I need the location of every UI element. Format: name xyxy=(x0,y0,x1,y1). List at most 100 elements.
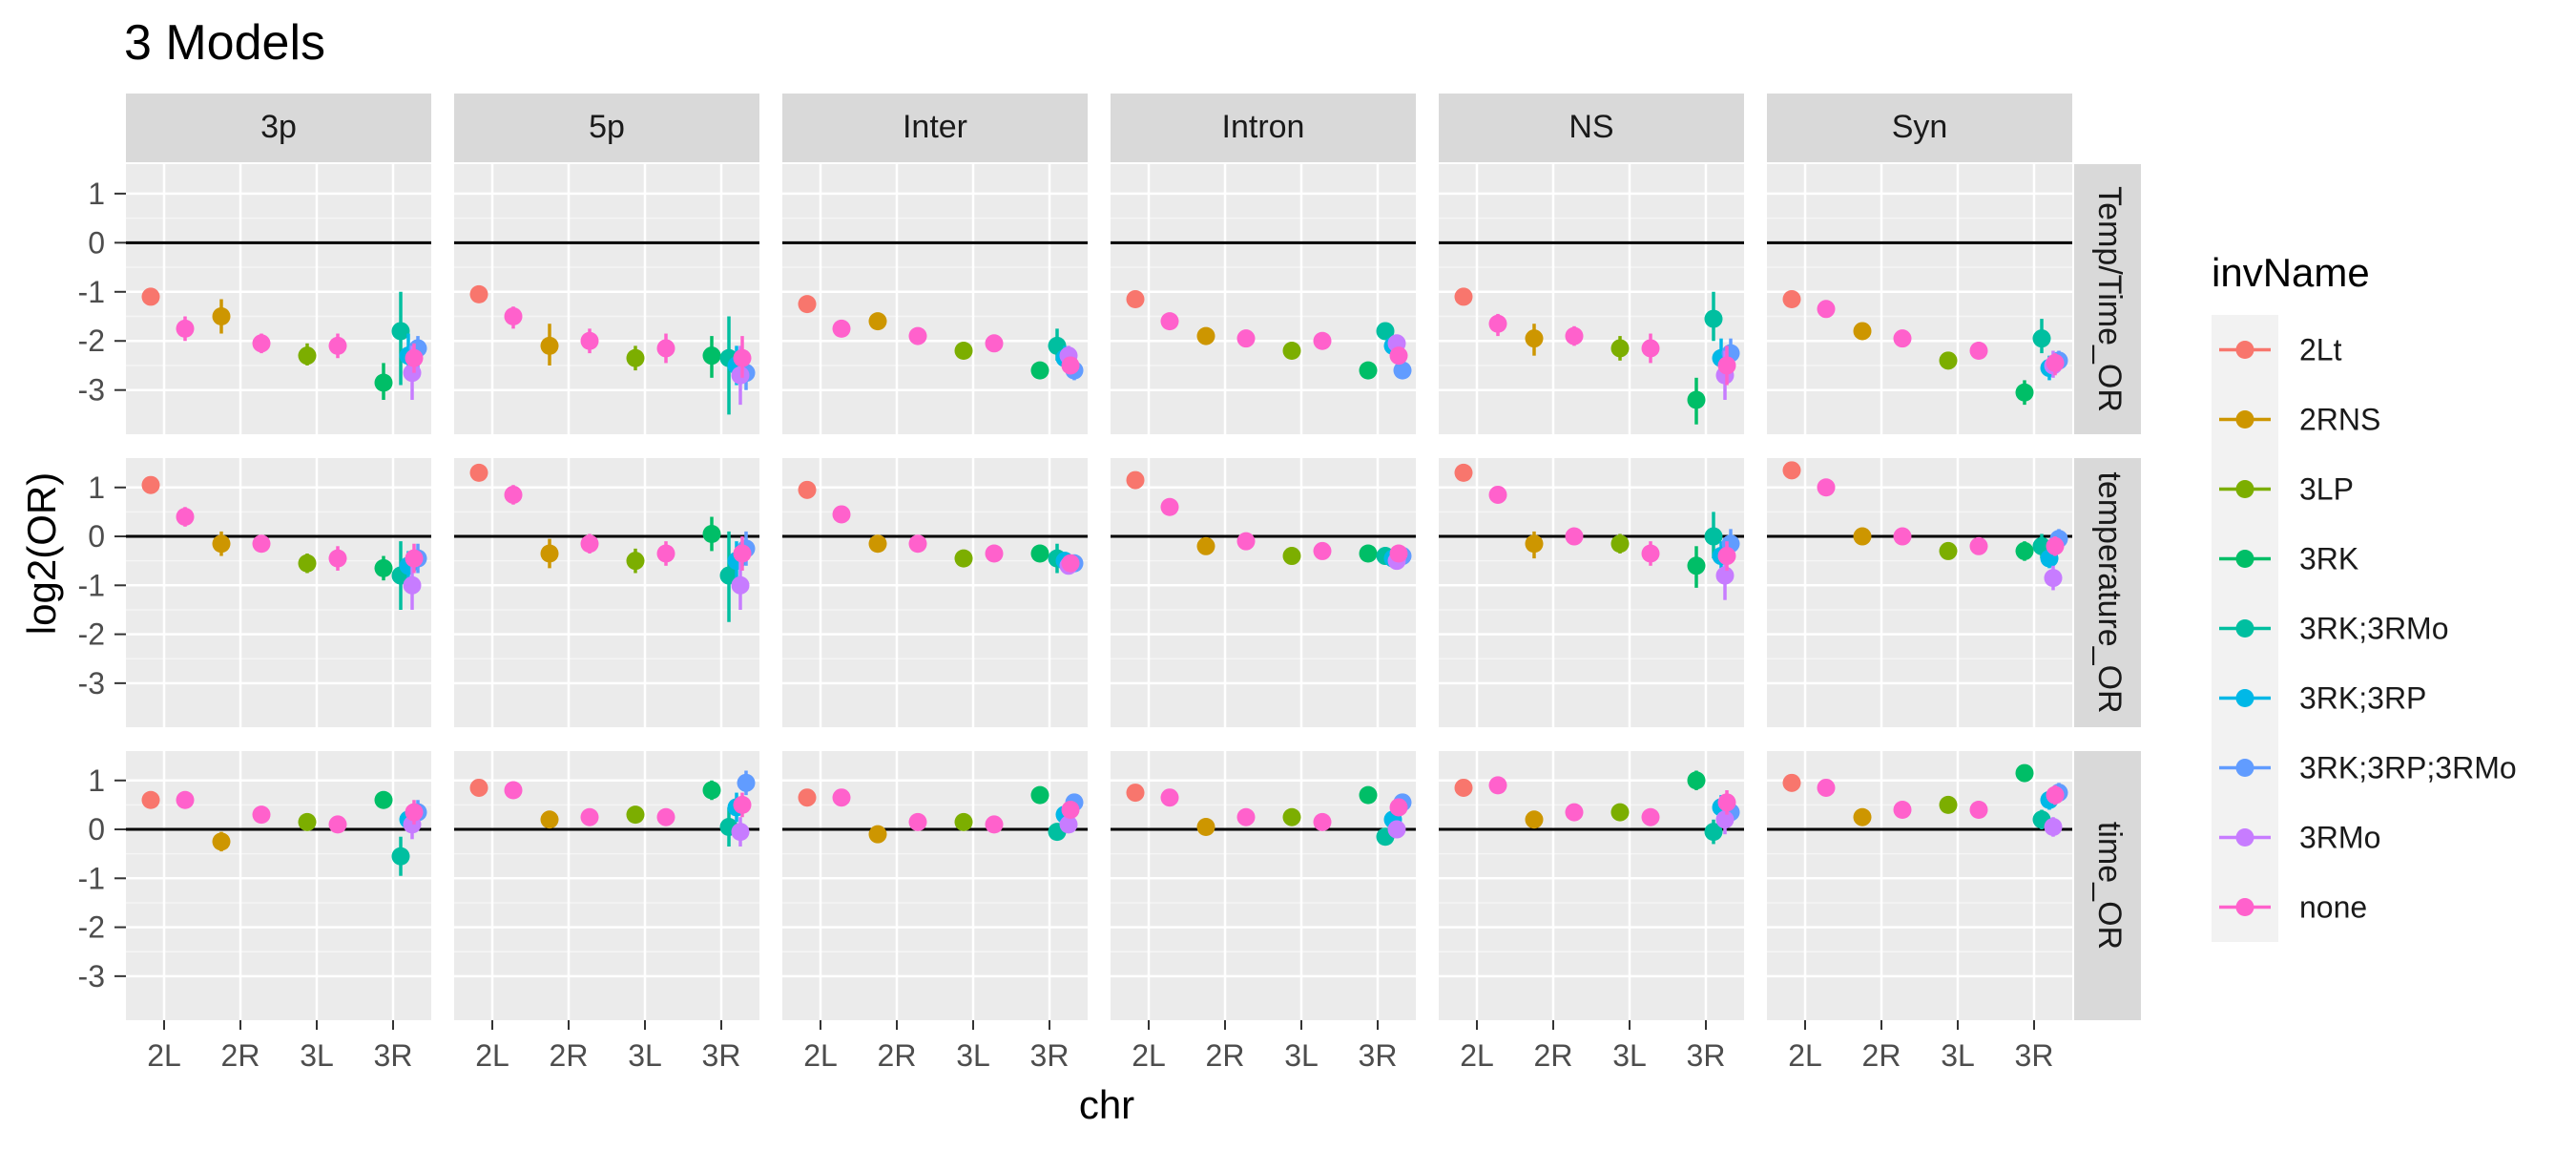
data-point xyxy=(1853,322,1872,341)
legend-label: 3RMo xyxy=(2299,821,2380,855)
y-tick-label: -2 xyxy=(78,324,105,358)
y-axis-title: log2(OR) xyxy=(19,472,64,635)
x-tick-label: 2R xyxy=(221,1038,260,1073)
panel-background xyxy=(1111,164,1416,434)
data-point xyxy=(1282,547,1301,566)
data-point xyxy=(908,326,927,345)
data-point xyxy=(1969,342,1988,361)
data-point xyxy=(1359,785,1378,805)
y-tick-label: -3 xyxy=(78,959,105,993)
data-point xyxy=(405,549,424,568)
x-tick-label: 2L xyxy=(1132,1038,1166,1073)
data-point xyxy=(1313,541,1332,560)
data-point xyxy=(985,815,1004,834)
panel xyxy=(126,458,431,727)
data-point xyxy=(403,575,422,595)
chart-title: 3 Models xyxy=(124,15,325,71)
data-point xyxy=(656,339,675,358)
data-point xyxy=(212,307,231,326)
data-point xyxy=(580,534,599,554)
data-point xyxy=(626,805,645,825)
data-point xyxy=(954,812,973,831)
data-point xyxy=(1704,527,1723,546)
y-tick-label: 1 xyxy=(88,763,105,798)
data-point xyxy=(1853,807,1872,826)
data-point xyxy=(1454,287,1473,306)
data-point xyxy=(1376,322,1395,341)
row-strip xyxy=(2074,458,2141,727)
x-tick-label: 3L xyxy=(1612,1038,1647,1073)
panel xyxy=(782,458,1088,727)
data-point xyxy=(469,778,488,797)
y-tick-label: 1 xyxy=(88,177,105,211)
data-point xyxy=(798,480,817,499)
panel xyxy=(126,751,431,1020)
data-point xyxy=(733,348,752,367)
data-point xyxy=(328,549,347,568)
data-point xyxy=(1313,812,1332,831)
panel xyxy=(782,751,1088,1020)
data-point xyxy=(1715,566,1735,585)
data-point xyxy=(1313,331,1332,350)
column-strip-label: Syn xyxy=(1892,109,1948,145)
data-point xyxy=(391,322,410,341)
x-tick-label: 3L xyxy=(628,1038,662,1073)
data-point xyxy=(1236,329,1256,348)
data-point xyxy=(580,807,599,826)
x-tick-label: 3R xyxy=(702,1038,741,1073)
x-tick-label: 3R xyxy=(1687,1038,1726,1073)
data-point xyxy=(1610,803,1630,822)
legend-label: 2Lt xyxy=(2299,333,2342,367)
data-point xyxy=(954,549,973,568)
legend-key-point xyxy=(2235,550,2254,568)
column-strip-inter xyxy=(782,94,1088,162)
y-tick-label: -1 xyxy=(78,861,105,895)
x-tick-label: 3L xyxy=(1284,1038,1319,1073)
data-point xyxy=(2015,383,2034,402)
y-tick-label: -1 xyxy=(78,568,105,602)
data-point xyxy=(1565,326,1584,345)
data-point xyxy=(1565,527,1584,546)
data-point xyxy=(1969,801,1988,820)
data-point xyxy=(540,810,559,829)
data-point xyxy=(1782,290,1801,308)
data-point xyxy=(832,788,851,807)
data-point xyxy=(504,781,523,800)
data-point xyxy=(908,812,927,831)
data-point xyxy=(731,575,750,595)
data-point xyxy=(1641,544,1660,563)
data-point xyxy=(1488,776,1507,795)
data-point xyxy=(1488,314,1507,333)
data-point xyxy=(832,505,851,524)
data-point xyxy=(540,336,559,355)
data-point xyxy=(1717,793,1736,812)
data-point xyxy=(1196,536,1215,555)
panel xyxy=(1439,164,1744,434)
panel xyxy=(1767,751,2072,1020)
panel xyxy=(1767,164,2072,434)
y-tick-label: -1 xyxy=(78,275,105,309)
data-point xyxy=(176,319,195,338)
data-point xyxy=(1687,390,1706,409)
data-point xyxy=(1061,554,1080,573)
data-point xyxy=(1389,544,1408,563)
panel xyxy=(126,164,431,434)
y-tick-label: 0 xyxy=(88,812,105,847)
data-point xyxy=(731,366,750,385)
data-point xyxy=(1061,356,1080,375)
legend-key-point xyxy=(2235,341,2254,359)
data-point xyxy=(1817,478,1836,497)
x-tick-label: 3R xyxy=(2015,1038,2054,1073)
panel-background xyxy=(1439,751,1744,1020)
legend-key-point xyxy=(2235,689,2254,707)
x-tick-label: 2L xyxy=(147,1038,181,1073)
data-point xyxy=(328,815,347,834)
data-point xyxy=(469,284,488,303)
data-point xyxy=(2015,763,2034,783)
data-point xyxy=(2046,353,2065,372)
data-point xyxy=(1610,339,1630,358)
data-point xyxy=(298,554,317,573)
data-point xyxy=(580,331,599,350)
data-point xyxy=(1359,361,1378,380)
